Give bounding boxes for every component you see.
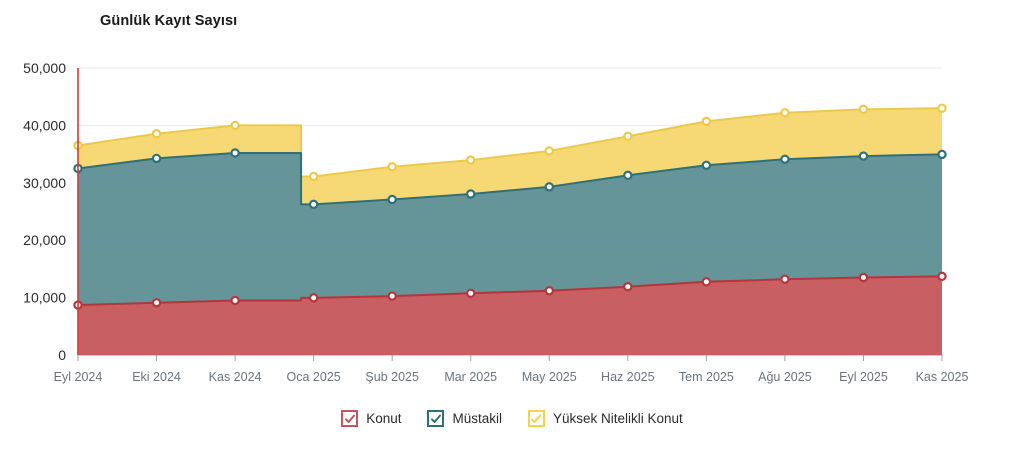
y-axis-tick-label: 20,000 [23,232,66,248]
data-point-marker[interactable] [701,277,712,287]
data-point-marker[interactable] [230,120,240,131]
data-point-marker[interactable] [230,295,240,306]
data-point-marker[interactable] [466,155,476,165]
data-point-marker[interactable] [151,298,162,308]
data-point-marker[interactable] [544,286,554,296]
data-point-marker[interactable] [701,160,712,170]
data-point-marker[interactable] [780,154,790,164]
area-chart-plot: Eyl 2024 Eki 2024 Kas 2024 Oca 2025 Şub 2025… [23,60,969,384]
data-point-marker[interactable] [387,291,397,301]
data-point-marker[interactable] [308,199,319,210]
data-point-marker[interactable] [466,288,476,298]
data-point-marker[interactable] [623,170,633,181]
legend-checkbox-icon[interactable] [427,410,445,427]
line-series-1 [77,275,943,307]
legend-checkbox-icon[interactable] [341,410,359,427]
x-axis-tick-label: Haz 2025 [601,370,655,384]
data-point-marker[interactable] [544,146,554,156]
legend-item-3[interactable]: Yüksek Nitelikli Konut [527,410,683,427]
x-axis-tick-label: Kas 2025 [916,370,969,384]
data-point-marker[interactable] [937,149,947,160]
x-axis-tick-label: Kas 2024 [209,370,262,384]
data-point-marker[interactable] [937,271,947,282]
data-point-marker[interactable] [701,116,712,127]
data-point-marker[interactable] [858,104,869,115]
data-point-marker[interactable] [780,108,790,118]
legend-item-label: Konut [366,411,402,426]
data-point-marker[interactable] [387,162,397,172]
data-point-marker[interactable] [623,131,633,142]
legend-checkbox-icon[interactable] [527,410,545,427]
legend-item-label: Müstakil [452,411,502,426]
chart-legend: Konut Müstakil Yüksek Nitelikli Konut [0,410,1024,427]
y-axis-tick-label: 10,000 [23,290,66,306]
x-axis-tick-label: Tem 2025 [679,370,734,384]
x-axis-tick-label: Oca 2025 [287,370,341,384]
data-point-marker[interactable] [308,171,319,182]
y-axis-tick-label: 30,000 [23,175,66,191]
data-point-marker[interactable] [623,281,633,292]
x-axis-tick-label: Mar 2025 [444,370,497,384]
legend-item-2[interactable]: Müstakil [427,410,502,427]
data-point-marker[interactable] [858,151,869,161]
data-point-marker[interactable] [780,274,790,284]
legend-item-label: Yüksek Nitelikli Konut [552,411,683,426]
y-axis-tick-label: 50,000 [23,60,66,76]
line-series-2 [77,151,943,206]
data-point-marker[interactable] [858,272,869,283]
data-point-marker[interactable] [151,129,162,139]
x-axis-tick-label: May 2025 [522,370,577,384]
data-point-marker[interactable] [308,293,319,303]
chart-title: Günlük Kayıt Sayısı [100,13,238,29]
data-point-marker[interactable] [151,153,162,164]
y-axis-tick-label: 40,000 [23,117,66,133]
data-point-marker[interactable] [230,148,240,158]
area-series-1 [78,276,942,355]
x-axis-tick-label: Eyl 2025 [839,370,888,384]
x-axis-tick-label: Şub 2025 [365,370,419,384]
data-point-marker[interactable] [466,189,476,199]
data-point-marker[interactable] [937,103,947,113]
y-axis-tick-label: 0 [58,347,66,363]
area-series-2 [78,152,942,306]
data-point-marker[interactable] [387,194,397,205]
data-point-marker[interactable] [544,182,554,192]
x-axis-tick-label: Ağu 2025 [758,370,812,384]
legend-item-1[interactable]: Konut [341,410,401,427]
line-series-3 [77,107,943,178]
x-axis-tick-label: Eyl 2024 [54,370,103,384]
x-axis-tick-label: Eki 2024 [132,370,181,384]
